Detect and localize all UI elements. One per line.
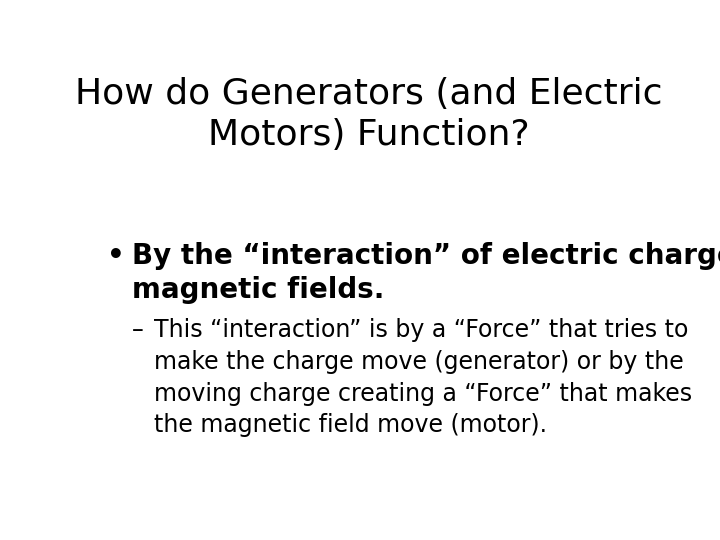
- Text: By the “interaction” of electric charge with
magnetic fields.: By the “interaction” of electric charge …: [132, 241, 720, 304]
- Text: This “interaction” is by a “Force” that tries to
make the charge move (generator: This “interaction” is by a “Force” that …: [154, 319, 693, 437]
- Text: •: •: [107, 241, 125, 269]
- Text: –: –: [132, 319, 143, 342]
- Text: How do Generators (and Electric
Motors) Function?: How do Generators (and Electric Motors) …: [76, 77, 662, 152]
